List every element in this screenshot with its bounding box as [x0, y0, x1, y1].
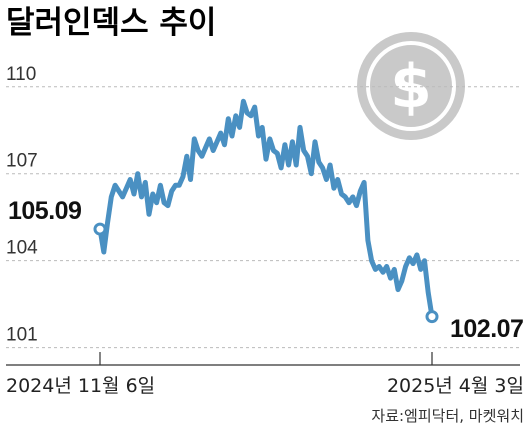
dollar-coin-icon: $ — [357, 32, 465, 140]
y-tick-label-110: 110 — [6, 64, 36, 85]
source-note: 자료:엠피닥터, 마켓워치 — [371, 407, 524, 425]
end-value-label: 102.07 — [450, 315, 523, 343]
y-tick-label-107: 107 — [6, 151, 38, 172]
x-tick-label-start: 2024년 11월 6일 — [6, 375, 155, 397]
series-line-group — [93, 98, 439, 324]
start-value-label: 105.09 — [8, 197, 81, 225]
grid-lines — [6, 86, 520, 349]
y-tick-label-101: 101 — [6, 325, 38, 346]
chart-title: 달러인덱스 추이 — [6, 5, 216, 41]
y-tick-label-104: 104 — [6, 238, 38, 259]
y-axis-ticks: 110 107 104 101 — [6, 64, 38, 346]
start-point — [93, 222, 107, 236]
series-line — [97, 98, 435, 320]
x-tick-label-end: 2025년 4월 3일 — [387, 375, 524, 397]
end-point — [425, 310, 439, 324]
